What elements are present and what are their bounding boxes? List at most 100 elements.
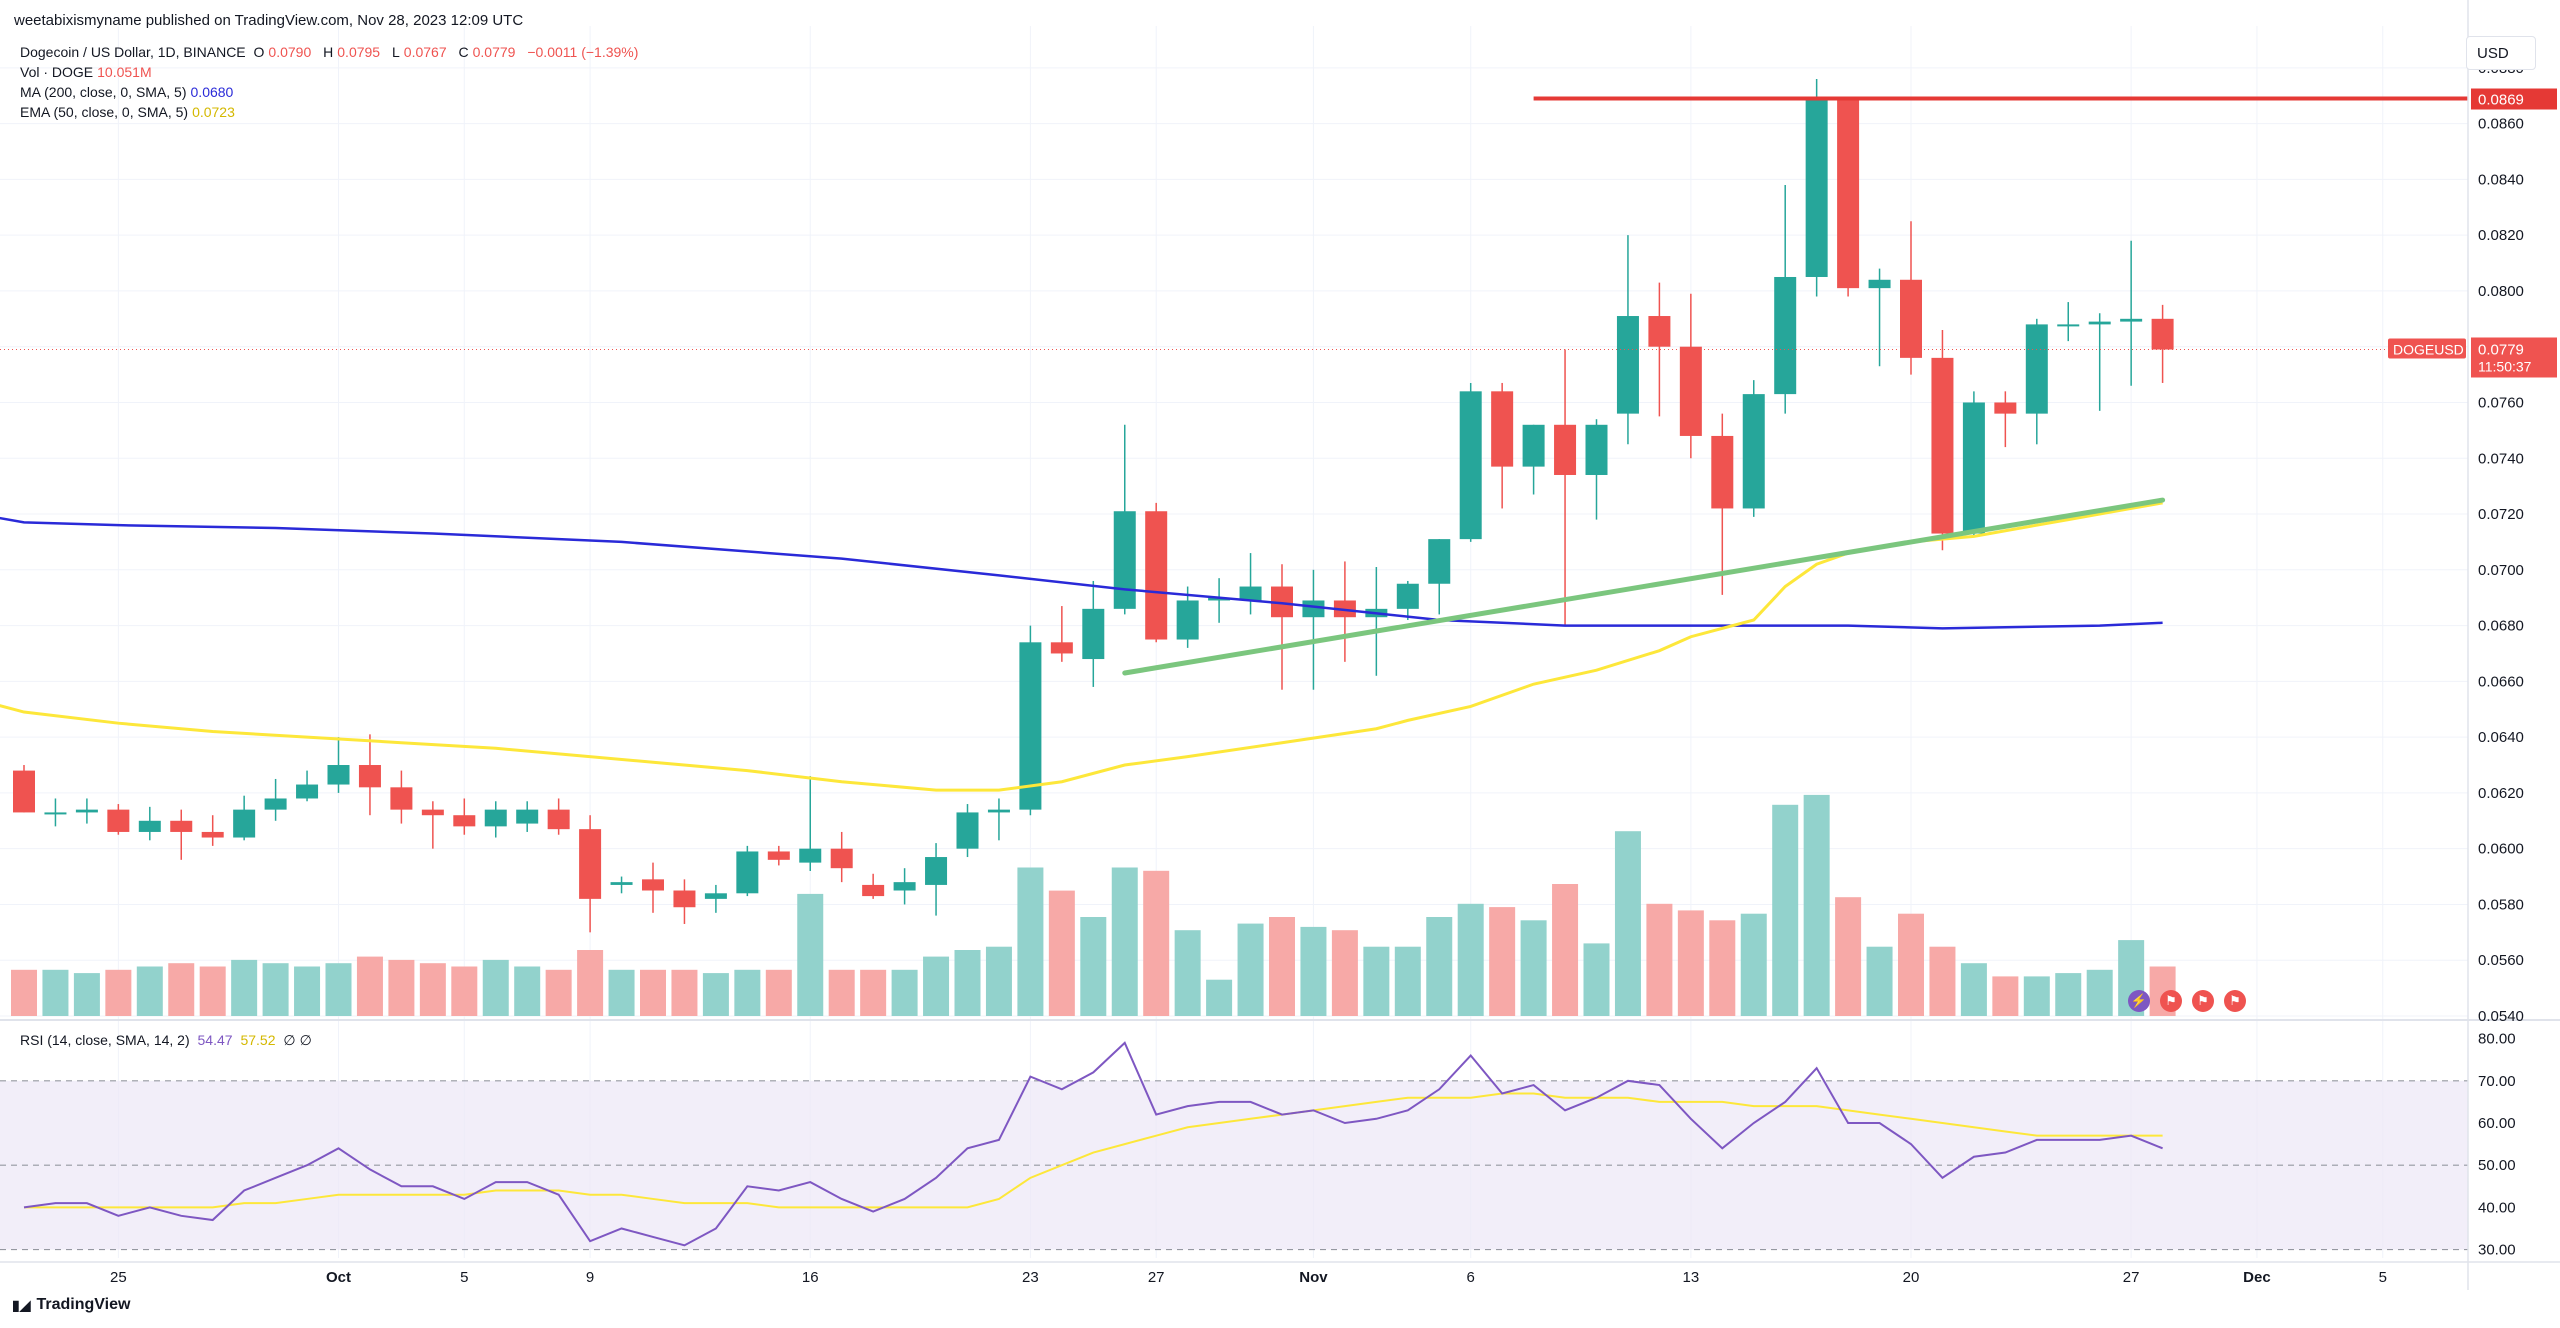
candle-up bbox=[1113, 511, 1136, 609]
candle-down bbox=[421, 809, 444, 816]
candle-up bbox=[610, 882, 633, 885]
candle-down bbox=[1145, 511, 1168, 640]
ema-legend[interactable]: EMA (50, close, 0, SMA, 5) 0.0723 bbox=[20, 104, 235, 120]
rsi-tick-label: 30.00 bbox=[2478, 1242, 2516, 1259]
volume-bar bbox=[451, 966, 478, 1016]
volume-bar bbox=[1394, 946, 1421, 1016]
volume-bar bbox=[797, 893, 824, 1016]
volume-bar bbox=[1363, 946, 1390, 1016]
candle-up bbox=[704, 893, 727, 899]
flash-event-icon[interactable]: ⚡ bbox=[2128, 990, 2150, 1012]
candle-up bbox=[1019, 642, 1042, 810]
countdown-label: 11:50:37 bbox=[2478, 358, 2532, 374]
volume-bar bbox=[294, 966, 321, 1016]
volume-bar bbox=[1143, 870, 1170, 1016]
candle-up bbox=[516, 809, 539, 824]
time-tick-label: 5 bbox=[460, 1269, 468, 1286]
volume-bar bbox=[1269, 917, 1295, 1016]
rsi-line bbox=[23, 1041, 2163, 1247]
volume-bar bbox=[1300, 926, 1327, 1016]
volume-bar bbox=[1520, 920, 1547, 1016]
volume-bar bbox=[2023, 976, 2050, 1016]
volume-bar bbox=[765, 969, 792, 1016]
candle-up bbox=[736, 851, 759, 894]
candle-up bbox=[1428, 539, 1451, 584]
candle-down bbox=[1554, 424, 1577, 475]
volume-bar bbox=[1992, 976, 2019, 1016]
tradingview-brand[interactable]: ▮◢ TradingView bbox=[12, 1296, 131, 1313]
volume-bar bbox=[1614, 831, 1641, 1016]
time-tick-label: 13 bbox=[1683, 1269, 1700, 1286]
volume-bar bbox=[1331, 930, 1358, 1016]
us-flag-event-icon[interactable]: ⚑ bbox=[2192, 990, 2214, 1012]
candle-up bbox=[264, 798, 287, 810]
volume-bar bbox=[1583, 943, 1610, 1016]
us-flag-event-icon[interactable]: ⚑ bbox=[2160, 990, 2182, 1012]
candle-down bbox=[767, 851, 790, 860]
rsi-value: 54.47 bbox=[197, 1032, 233, 1048]
candle-up bbox=[296, 784, 319, 799]
price-tick-label: 0.0860 bbox=[2478, 116, 2524, 133]
volume-bar bbox=[577, 950, 604, 1016]
candle-up bbox=[44, 812, 67, 815]
candle-up bbox=[327, 765, 350, 785]
volume-bar bbox=[828, 969, 855, 1016]
rsi-ma-value: 57.52 bbox=[240, 1032, 276, 1048]
volume-bar bbox=[671, 969, 698, 1016]
rsi-tick-label: 40.00 bbox=[2478, 1199, 2516, 1216]
price-tick-label: 0.0600 bbox=[2478, 841, 2524, 858]
currency-button[interactable]: USD bbox=[2466, 36, 2536, 70]
rsi-tick-label: 80.00 bbox=[2478, 1031, 2516, 1048]
candle-down bbox=[1271, 586, 1293, 618]
symbol-tag bbox=[2388, 338, 2466, 359]
volume-bar bbox=[356, 956, 383, 1016]
volume-bar bbox=[1080, 917, 1107, 1016]
volume-bar bbox=[1489, 907, 1516, 1016]
price-tick-label: 0.0720 bbox=[2478, 506, 2524, 523]
time-tick-label: Nov bbox=[1299, 1269, 1328, 1286]
candle-down bbox=[453, 815, 476, 827]
price-tick-label: 0.0660 bbox=[2478, 673, 2524, 690]
rsi-tick-label: 60.00 bbox=[2478, 1115, 2516, 1132]
volume-bar bbox=[985, 946, 1012, 1016]
volume-bar bbox=[1457, 903, 1484, 1016]
ma200-line bbox=[0, 516, 2163, 630]
time-tick-label: 23 bbox=[1022, 1269, 1039, 1286]
volume-bar bbox=[1803, 794, 1830, 1016]
close-value: 0.0779 bbox=[472, 44, 516, 60]
volume-bar bbox=[1740, 913, 1767, 1016]
volume-legend[interactable]: Vol · DOGE 10.051M bbox=[20, 64, 152, 80]
volume-bar bbox=[640, 969, 666, 1016]
ma-legend[interactable]: MA (200, close, 0, SMA, 5) 0.0680 bbox=[20, 84, 234, 100]
candle-up bbox=[1805, 98, 1828, 277]
volume-bar bbox=[1017, 867, 1044, 1016]
last-price-tag bbox=[2471, 337, 2557, 378]
candle-down bbox=[1711, 435, 1734, 509]
volume-bar bbox=[199, 966, 226, 1016]
high-value: 0.0795 bbox=[337, 44, 381, 60]
candle-down bbox=[862, 884, 885, 897]
volume-bar bbox=[1929, 946, 1956, 1016]
volume-bar bbox=[1174, 930, 1201, 1016]
volume-bar bbox=[11, 969, 37, 1016]
time-tick-label: 25 bbox=[110, 1269, 127, 1286]
candle-down bbox=[1050, 642, 1073, 654]
candle-up bbox=[1774, 276, 1797, 395]
candle-up bbox=[2120, 318, 2143, 322]
low-value: 0.0767 bbox=[403, 44, 447, 60]
volume-bar bbox=[702, 973, 729, 1016]
candle-up bbox=[1868, 279, 1891, 289]
volume-bar bbox=[325, 963, 352, 1016]
candle-down bbox=[547, 809, 570, 830]
volume-bar bbox=[514, 966, 541, 1016]
time-tick-label: 27 bbox=[2123, 1269, 2140, 1286]
rsi-ma-line bbox=[24, 1092, 2163, 1209]
us-flag-event-icon[interactable]: ⚑ bbox=[2224, 990, 2246, 1012]
candle-up bbox=[1962, 402, 1985, 534]
candle-up bbox=[1082, 608, 1105, 660]
rsi-legend[interactable]: RSI (14, close, SMA, 14, 2) 54.47 57.52 … bbox=[20, 1032, 312, 1048]
candle-down bbox=[170, 820, 193, 832]
volume-bar bbox=[2086, 969, 2113, 1016]
candle-down bbox=[1900, 279, 1922, 358]
